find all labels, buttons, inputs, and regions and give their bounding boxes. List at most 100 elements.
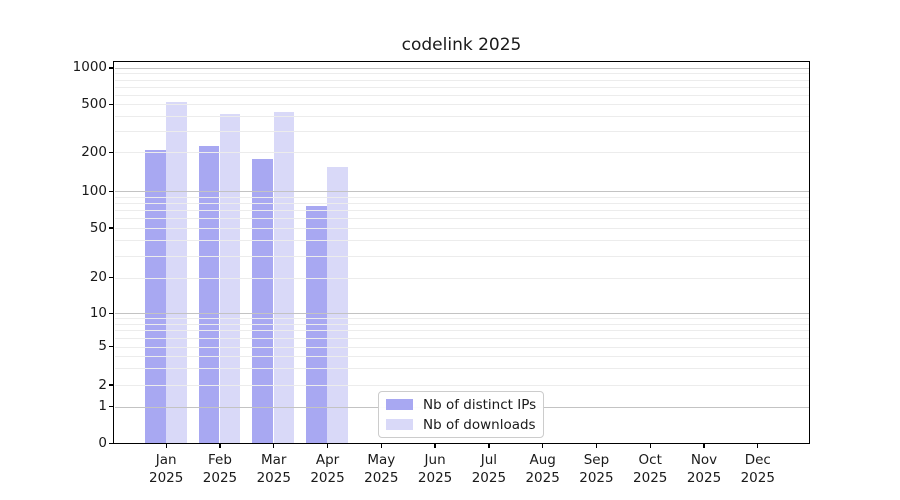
x-axis-tick: [649, 443, 651, 448]
x-axis-tick: [757, 443, 759, 448]
year-label: 2025: [202, 469, 238, 486]
year-label: 2025: [633, 469, 668, 486]
minor-gridline: [115, 277, 809, 279]
y-axis-tick: [109, 190, 113, 192]
minor-gridline: [115, 318, 809, 320]
month-label: May: [367, 452, 396, 468]
x-axis-tick-label: Feb 2025: [192, 452, 248, 487]
bar-downloads-feb: [219, 114, 241, 444]
legend: Nb of distinct IPs Nb of downloads: [378, 391, 544, 438]
minor-gridline: [115, 228, 809, 229]
x-axis-tick-label: Jun 2025: [407, 452, 463, 487]
minor-gridline: [115, 330, 809, 332]
minor-gridline: [115, 240, 809, 242]
x-axis-tick-label: Aug 2025: [515, 452, 571, 487]
x-axis-tick: [380, 443, 382, 448]
y-axis-tick-label: 200: [81, 143, 107, 160]
minor-gridline: [115, 116, 809, 118]
y-axis-tick-label: 1: [98, 398, 107, 415]
month-label: Mar: [261, 452, 287, 468]
month-label: Sep: [583, 452, 610, 468]
month-label: Apr: [315, 452, 340, 468]
legend-item-distinct-ips: Nb of distinct IPs: [386, 397, 543, 413]
y-axis-tick-label: 20: [89, 269, 107, 285]
x-axis-tick-label: May 2025: [353, 452, 409, 487]
y-axis-tick-label: 100: [81, 182, 107, 199]
chart-title: codelink 2025: [401, 35, 522, 55]
month-label: Feb: [208, 452, 232, 468]
bar-downloads-jan: [166, 101, 187, 444]
x-axis-tick-label: Jul 2025: [461, 452, 517, 487]
minor-gridline: [115, 152, 809, 154]
bar-downloads-apr: [327, 167, 349, 444]
y-axis-tick: [109, 227, 113, 229]
minor-gridline: [115, 355, 809, 357]
month-label: Dec: [744, 452, 771, 468]
minor-gridline: [115, 203, 809, 205]
y-axis-tick-label: 500: [81, 95, 107, 112]
x-axis-tick-label: Nov 2025: [676, 452, 732, 487]
minor-gridline: [115, 367, 809, 369]
y-axis-tick-label: 0: [98, 434, 107, 451]
y-axis-tick: [109, 276, 113, 279]
legend-swatch-distinct-ips: [386, 399, 413, 410]
x-axis-tick: [326, 443, 329, 448]
minor-gridline: [115, 73, 809, 75]
x-axis-tick-label: Dec 2025: [730, 452, 786, 487]
minor-gridline: [115, 385, 809, 386]
minor-gridline: [115, 337, 809, 339]
minor-gridline: [115, 86, 809, 88]
minor-gridline: [115, 131, 809, 133]
y-axis-tick: [109, 405, 113, 408]
x-axis-tick: [165, 443, 167, 448]
month-label: Oct: [638, 452, 662, 468]
year-label: 2025: [149, 469, 184, 486]
y-axis-tick-label: 2: [98, 376, 107, 393]
x-axis-tick: [273, 443, 275, 448]
y-axis-tick-label: 50: [89, 219, 107, 236]
x-axis-tick-label: Oct 2025: [622, 452, 678, 487]
month-label: Jan: [155, 452, 177, 468]
y-axis-tick: [109, 67, 113, 69]
year-label: 2025: [471, 469, 507, 486]
x-axis-tick-label: Mar 2025: [246, 452, 302, 487]
major-gridline: [115, 313, 809, 315]
year-label: 2025: [579, 469, 614, 486]
x-axis-tick: [595, 443, 598, 448]
month-label: Nov: [690, 452, 718, 468]
bar-distinct-ips-mar: [252, 159, 274, 444]
minor-gridline: [115, 94, 809, 96]
y-axis-tick: [109, 151, 113, 154]
y-axis-tick-label: 10: [89, 304, 107, 321]
y-axis-tick: [109, 442, 113, 444]
year-label: 2025: [364, 469, 399, 486]
x-axis-tick-label: Sep 2025: [568, 452, 624, 487]
year-label: 2025: [740, 469, 775, 486]
year-label: 2025: [256, 469, 291, 486]
legend-label-distinct-ips: Nb of distinct IPs: [423, 396, 537, 413]
legend-swatch-downloads: [386, 419, 413, 430]
minor-gridline: [115, 255, 809, 257]
year-label: 2025: [417, 469, 453, 486]
year-label: 2025: [310, 469, 345, 486]
legend-label-downloads: Nb of downloads: [423, 416, 536, 433]
y-axis-tick-label: 1000: [72, 59, 107, 76]
minor-gridline: [115, 104, 809, 106]
x-axis-tick-label: Jan 2025: [138, 452, 194, 487]
y-axis-tick-label: 5: [98, 338, 107, 354]
month-label: Jun: [424, 452, 446, 468]
minor-gridline: [115, 79, 809, 81]
x-axis-tick-label: Apr 2025: [300, 452, 356, 487]
x-axis-tick: [219, 443, 221, 448]
major-gridline: [115, 191, 809, 193]
minor-gridline: [115, 218, 809, 220]
y-axis-tick: [109, 312, 113, 314]
month-label: Aug: [529, 452, 556, 468]
y-axis-tick: [109, 384, 113, 386]
x-axis-tick: [488, 443, 490, 448]
month-label: Jul: [480, 452, 498, 468]
x-axis-tick: [434, 443, 436, 448]
y-axis-tick: [109, 103, 113, 106]
legend-item-downloads: Nb of downloads: [386, 417, 543, 433]
